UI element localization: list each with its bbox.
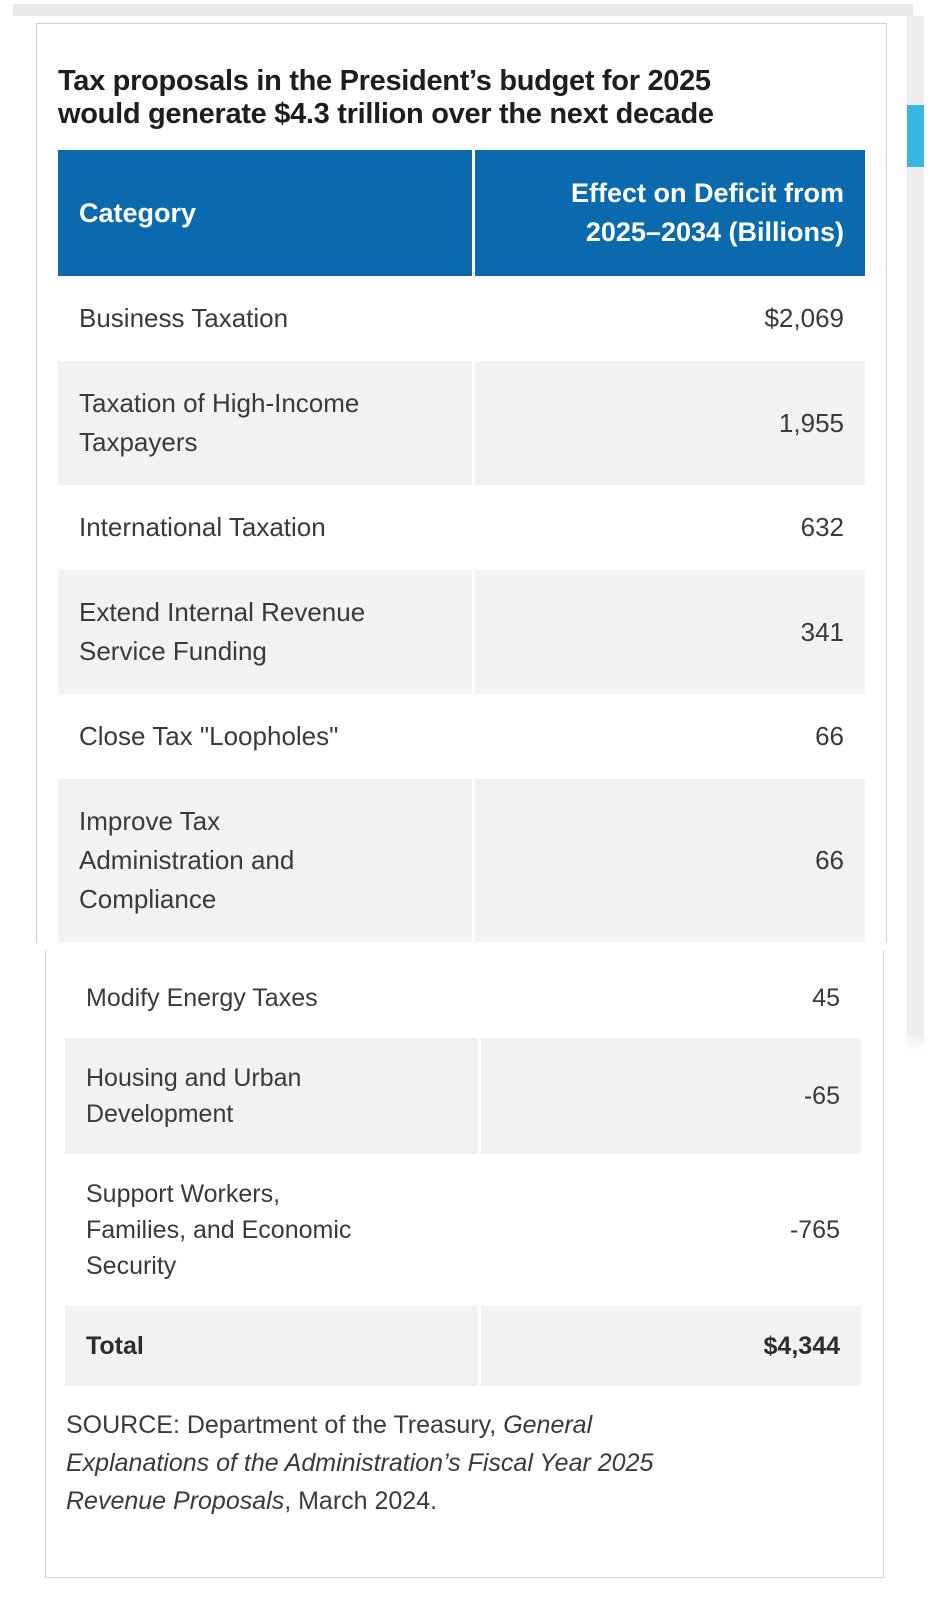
scrollbar-thumb[interactable] xyxy=(907,105,924,167)
table-card-upper: Tax proposals in the President’s budget … xyxy=(36,23,887,943)
source-note: SOURCE: Department of the Treasury, Gene… xyxy=(66,1406,706,1520)
source-suffix: , March 2024. xyxy=(284,1487,438,1515)
chart-title: Tax proposals in the President’s budget … xyxy=(58,65,714,130)
value-cell: 341 xyxy=(472,570,865,694)
data-table-upper: Category Effect on Deficit from 2025–203… xyxy=(58,150,865,942)
table-row: Support Workers, Families, and Economic … xyxy=(65,1154,861,1306)
page-top-strip xyxy=(13,4,913,16)
category-cell: Taxation of High-Income Taxpayers xyxy=(79,388,360,457)
category-cell: Improve Tax Administration and Complianc… xyxy=(79,806,295,914)
value-cell: -765 xyxy=(478,1154,861,1306)
source-prefix: SOURCE: Department of the Treasury, xyxy=(66,1411,504,1439)
table-row: Modify Energy Taxes 45 xyxy=(65,958,861,1038)
table-row: Extend Internal Revenue Service Funding 3… xyxy=(58,570,865,694)
value-cell: 632 xyxy=(472,485,865,570)
category-cell: Housing and Urban Development xyxy=(86,1064,302,1128)
category-cell: Modify Energy Taxes xyxy=(86,984,318,1012)
total-label-cell: Total xyxy=(86,1332,144,1360)
table-row: Taxation of High-Income Taxpayers 1,955 xyxy=(58,361,865,485)
table-total-row: Total $4,344 xyxy=(65,1306,861,1386)
category-cell: Support Workers, Families, and Economic … xyxy=(86,1180,352,1280)
value-cell: 45 xyxy=(478,958,861,1038)
column-header-category: Category xyxy=(79,197,197,228)
table-row: Business Taxation $2,069 xyxy=(58,276,865,361)
table-row: Close Tax "Loopholes" 66 xyxy=(58,694,865,779)
table-row: International Taxation 632 xyxy=(58,485,865,570)
category-cell: International Taxation xyxy=(79,512,326,542)
table-row: Improve Tax Administration and Complianc… xyxy=(58,779,865,942)
table-body-upper: Business Taxation $2,069 Taxation of High-… xyxy=(58,276,865,942)
table-row: Housing and Urban Development -65 xyxy=(65,1038,861,1154)
column-header-effect: Effect on Deficit from 2025–2034 (Billio… xyxy=(472,150,865,276)
scrollbar-track[interactable] xyxy=(907,16,924,1052)
table-header-row: Category Effect on Deficit from 2025–203… xyxy=(58,150,865,276)
category-cell: Business Taxation xyxy=(79,303,289,333)
table-body-lower: Modify Energy Taxes 45 Housing and Urban D… xyxy=(65,958,861,1306)
total-value-cell: $4,344 xyxy=(478,1306,861,1386)
value-cell: 66 xyxy=(472,694,865,779)
value-cell: 66 xyxy=(472,779,865,942)
value-cell: -65 xyxy=(478,1038,861,1154)
category-cell: Close Tax "Loopholes" xyxy=(79,721,339,751)
category-cell: Extend Internal Revenue Service Funding xyxy=(79,597,366,666)
value-cell: $2,069 xyxy=(472,276,865,361)
table-card-lower: Modify Energy Taxes 45 Housing and Urban D… xyxy=(45,950,884,1578)
source-citation: General Explanations of the Administrati… xyxy=(66,1411,654,1515)
value-cell: 1,955 xyxy=(472,361,865,485)
data-table-lower: Modify Energy Taxes 45 Housing and Urban D… xyxy=(65,958,861,1386)
